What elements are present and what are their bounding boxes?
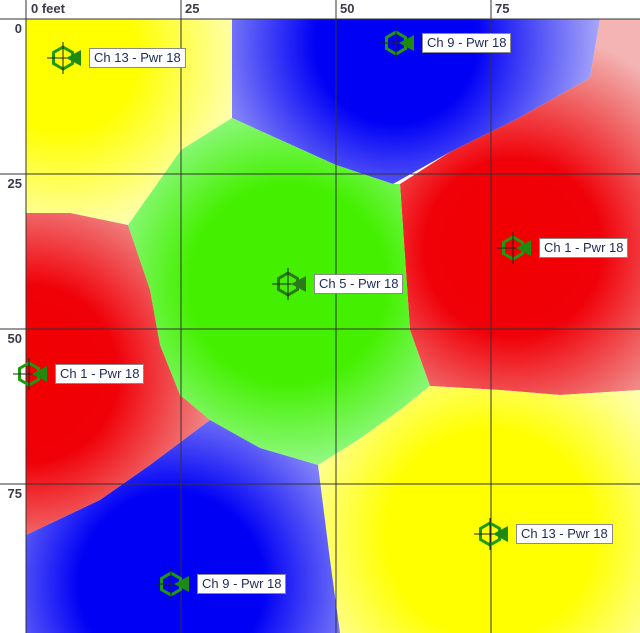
y-axis-label-50: 50 (7, 331, 22, 346)
access-point-label: Ch 9 - Pwr 18 (422, 33, 512, 53)
access-point-icon (13, 358, 47, 390)
access-point-icon (272, 268, 306, 300)
access-point-icon (155, 568, 189, 600)
y-axis-label-75: 75 (7, 486, 22, 501)
coverage-region-ch13-bottom (318, 386, 640, 633)
access-point-icon (474, 518, 508, 550)
x-axis-label-0: 0 feet (31, 1, 65, 16)
x-axis-label-50: 50 (340, 1, 355, 16)
y-axis-label-0: 0 (14, 21, 22, 36)
access-point-label: Ch 1 - Pwr 18 (539, 238, 629, 258)
x-axis-label-75: 75 (495, 1, 510, 16)
coverage-region-ch9-top (232, 19, 600, 184)
access-point-label: Ch 5 - Pwr 18 (314, 274, 404, 294)
access-point-icon (497, 232, 531, 264)
coverage-region-ch1-right (400, 19, 640, 395)
access-point-label: Ch 9 - Pwr 18 (197, 574, 287, 594)
access-point-label: Ch 1 - Pwr 18 (55, 364, 145, 384)
access-point-icon (380, 27, 414, 59)
access-point-label: Ch 13 - Pwr 18 (516, 524, 613, 544)
access-point-label: Ch 13 - Pwr 18 (89, 48, 186, 68)
x-axis-label-25: 25 (185, 1, 200, 16)
y-axis-label-25: 25 (7, 176, 22, 191)
access-point-icon (47, 42, 81, 74)
